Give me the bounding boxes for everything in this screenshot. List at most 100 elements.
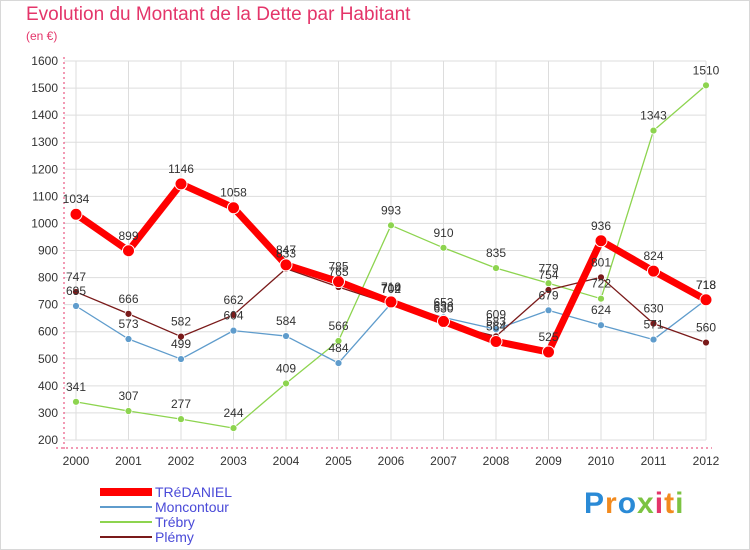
x-tick-label: 2006	[378, 454, 405, 468]
data-point-trebry	[282, 379, 290, 388]
data-point-plemy	[229, 311, 238, 319]
data-point-moncontour	[649, 335, 658, 344]
chart-unit-label: (en €)	[26, 29, 58, 43]
y-tick-label: 200	[38, 433, 58, 447]
data-point-tredaniel	[647, 264, 660, 278]
data-label-moncontour: 499	[171, 337, 191, 351]
y-tick-label: 600	[38, 325, 58, 339]
data-point-plemy	[544, 286, 553, 294]
proxiti-logo: Proxiti	[584, 487, 684, 521]
data-point-plemy	[649, 319, 658, 328]
x-tick-label: 2011	[641, 454, 667, 468]
data-point-tredaniel	[122, 244, 135, 258]
data-label-trebry: 1510	[693, 63, 720, 77]
logo-letter: i	[654, 487, 665, 520]
x-tick-label: 2007	[430, 454, 457, 468]
legend-item-moncontour: Moncontour	[100, 498, 232, 515]
data-label-trebry: 409	[276, 361, 296, 375]
data-point-plemy	[597, 273, 605, 282]
data-label-trebry: 341	[66, 380, 86, 394]
data-point-plemy	[124, 309, 133, 318]
data-label-tredaniel: 847	[276, 243, 296, 257]
logo-letter: P	[584, 487, 606, 520]
data-label-tredaniel: 936	[591, 219, 611, 233]
data-label-plemy: 765	[328, 265, 348, 279]
data-point-tredaniel	[384, 295, 398, 309]
data-label-moncontour: 484	[328, 341, 348, 355]
data-label-trebry: 307	[118, 389, 138, 403]
chart-legend: TRéDANIEL Moncontour Trébry Plémy	[100, 483, 233, 545]
data-point-tredaniel	[542, 345, 555, 359]
x-tick-label: 2010	[588, 454, 615, 468]
data-point-moncontour	[282, 332, 290, 340]
data-point-trebry	[72, 397, 80, 406]
legend-label-tredaniel: TRéDANIEL	[155, 483, 233, 500]
data-label-moncontour: 609	[486, 307, 506, 321]
x-tick-label: 2008	[483, 454, 510, 468]
y-tick-label: 1200	[31, 162, 58, 176]
data-point-tredaniel	[279, 258, 293, 272]
x-tick-label: 2005	[325, 454, 352, 468]
data-point-moncontour	[177, 355, 185, 363]
data-label-moncontour: 718	[696, 278, 716, 292]
data-label-moncontour: 573	[118, 317, 138, 331]
data-point-tredaniel	[332, 275, 345, 289]
data-label-plemy: 560	[696, 321, 716, 335]
data-label-tredaniel: 638	[433, 299, 453, 313]
data-label-trebry: 835	[486, 246, 506, 260]
x-tick-label: 2009	[535, 454, 562, 468]
logo-letter: x	[637, 487, 655, 520]
x-tick-label: 2002	[168, 454, 195, 468]
data-label-tredaniel: 710	[381, 280, 401, 294]
data-point-moncontour	[72, 302, 80, 310]
data-label-moncontour: 624	[591, 303, 611, 317]
data-label-plemy: 754	[538, 268, 558, 282]
data-point-trebry	[439, 243, 448, 252]
data-point-tredaniel	[489, 334, 503, 348]
y-tick-label: 800	[38, 271, 58, 285]
x-tick-label: 2004	[273, 454, 300, 468]
data-point-moncontour	[597, 321, 605, 330]
data-label-plemy: 702	[381, 282, 401, 296]
y-tick-label: 900	[38, 244, 58, 258]
y-tick-label: 1100	[32, 189, 58, 203]
data-point-tredaniel	[437, 314, 450, 328]
data-label-plemy: 630	[643, 302, 663, 316]
data-label-trebry: 277	[171, 397, 191, 411]
data-label-plemy: 666	[118, 292, 138, 306]
data-label-plemy: 583	[486, 314, 506, 328]
y-tick-label: 1400	[31, 108, 58, 122]
data-point-moncontour	[124, 335, 133, 343]
legend-item-tredaniel: TRéDANIEL	[100, 483, 233, 500]
x-tick-label: 2000	[63, 454, 90, 468]
data-point-trebry	[334, 337, 343, 345]
data-point-plemy	[72, 288, 80, 296]
y-tick-label: 1000	[31, 216, 58, 230]
legend-swatch-plemy	[100, 535, 152, 538]
legend-label-trebry: Trébry	[155, 513, 195, 530]
data-point-tredaniel	[174, 177, 188, 191]
data-label-tredaniel: 525	[538, 330, 558, 344]
data-label-moncontour: 695	[66, 284, 86, 298]
legend-swatch-moncontour	[100, 505, 152, 508]
data-point-trebry	[124, 407, 133, 415]
y-tick-label: 1300	[31, 135, 58, 149]
data-label-trebry: 722	[591, 277, 611, 291]
legend-swatch-tredaniel	[100, 487, 152, 496]
x-tick-label: 2003	[220, 454, 247, 468]
chart-title: Evolution du Montant de la Dette par Hab…	[26, 4, 411, 25]
data-label-tredaniel: 785	[328, 260, 348, 274]
data-label-tredaniel: 824	[643, 249, 663, 263]
x-tick-label: 2012	[693, 454, 720, 468]
data-point-trebry	[177, 415, 185, 424]
data-label-trebry: 779	[538, 261, 558, 275]
data-point-plemy	[702, 338, 710, 347]
data-label-trebry: 244	[223, 406, 243, 420]
data-label-moncontour: 571	[643, 318, 663, 332]
data-point-trebry	[229, 424, 238, 432]
legend-label-moncontour: Moncontour	[155, 498, 229, 515]
data-label-trebry: 1343	[640, 109, 667, 123]
data-label-tredaniel: 1058	[220, 186, 247, 200]
